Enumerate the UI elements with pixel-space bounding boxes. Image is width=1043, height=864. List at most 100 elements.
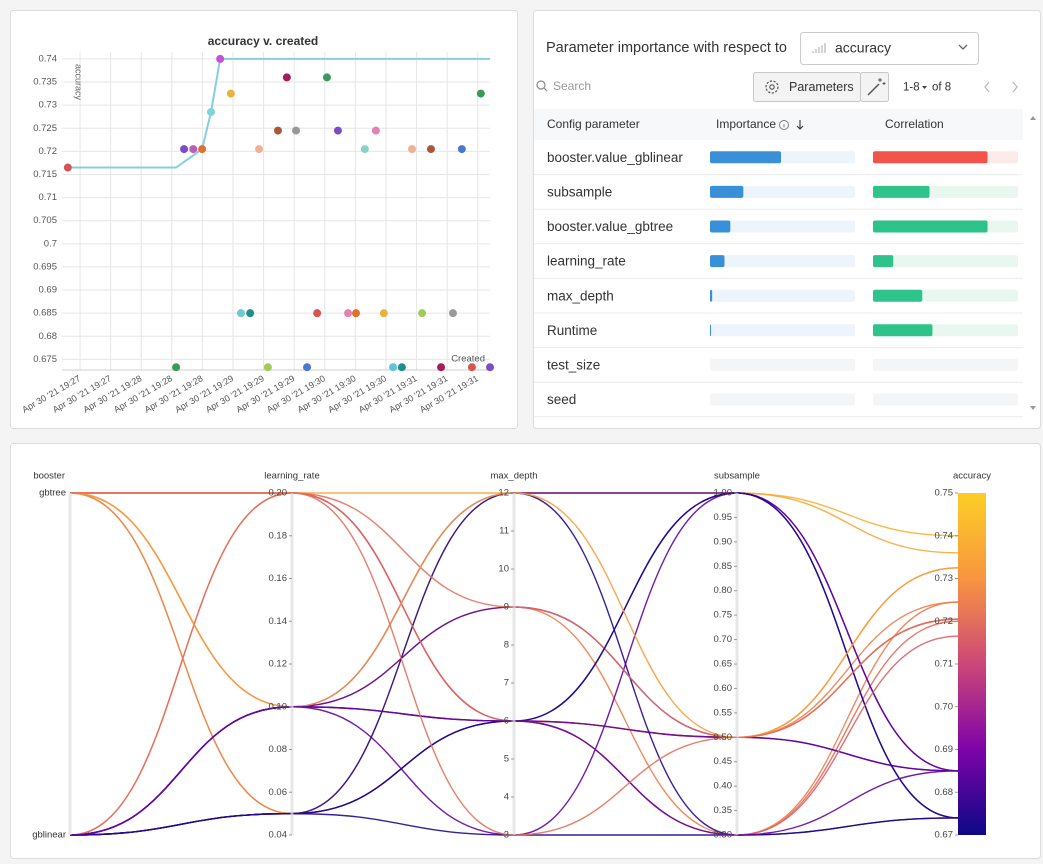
importance-track — [710, 358, 855, 371]
tick-label: 0.18 — [269, 530, 288, 541]
wand-button[interactable] — [860, 72, 889, 102]
wand-sparkle — [878, 78, 886, 85]
search-icon-handle — [543, 87, 548, 92]
pagination[interactable]: 1-8 of 8 — [903, 81, 1018, 94]
scroll-up[interactable] — [1030, 116, 1036, 120]
run-point — [189, 145, 198, 154]
run-point — [216, 54, 225, 63]
tick-label: 0.16 — [269, 573, 288, 584]
dropdown-box[interactable] — [800, 32, 979, 65]
tick-label: 0.45 — [714, 756, 733, 767]
page-range[interactable]: 1-8 — [903, 82, 920, 94]
metric-icon — [812, 43, 826, 53]
info-icon[interactable] — [779, 120, 789, 130]
tick-label: 0.55 — [714, 707, 733, 718]
button-label[interactable]: Parameters — [789, 80, 854, 94]
axis-title: learning_rate — [264, 471, 319, 482]
caret — [922, 86, 927, 89]
run-point — [476, 89, 485, 98]
dropdown-value[interactable]: accuracy — [835, 40, 891, 56]
tick-label: 0.14 — [269, 616, 288, 627]
scroll-down[interactable] — [1030, 406, 1036, 410]
y-tick-label: 0.74 — [39, 53, 58, 64]
tick-label: 0.67 — [935, 830, 954, 841]
parameter-name: Runtime — [547, 323, 597, 338]
search-placeholder[interactable]: Search — [553, 79, 591, 93]
tick-label: 0.65 — [714, 659, 733, 670]
importance-table: booster.value_gblinear subsample booster.v… — [534, 150, 1023, 418]
importance-track — [710, 185, 855, 198]
y-tick-label: 0.735 — [33, 77, 57, 88]
scrollbar[interactable] — [1030, 116, 1036, 410]
run-point — [292, 126, 301, 135]
tick-label: 0.60 — [714, 683, 733, 694]
tick-label: 9 — [504, 602, 509, 613]
parameter-name: subsample — [547, 184, 612, 199]
sort-arrow[interactable] — [796, 120, 804, 130]
y-tick-label: 0.68 — [39, 331, 58, 342]
correlation-bar — [873, 151, 988, 164]
parameter-name: booster.value_gbtree — [547, 219, 673, 234]
tick-label: 0.73 — [935, 573, 954, 584]
importance-bar — [710, 324, 712, 337]
prev-page[interactable] — [984, 81, 990, 93]
tick-label: 0.20 — [269, 488, 288, 499]
correlation-track — [873, 358, 1018, 371]
importance-track — [710, 255, 855, 268]
run-point — [360, 145, 369, 154]
run-point — [206, 108, 215, 117]
tick-label: 0.69 — [935, 744, 954, 755]
next-page[interactable] — [1012, 81, 1018, 93]
tick-label: 3 — [504, 830, 509, 841]
metric-dropdown[interactable]: accuracy — [800, 32, 979, 65]
parameter-name: max_depth — [547, 288, 614, 303]
table-header — [534, 109, 1023, 140]
correlation-bar — [873, 289, 923, 302]
correlation-bar — [873, 220, 988, 233]
axis-title: subsample — [714, 471, 760, 482]
run-point — [246, 309, 255, 318]
run-point — [426, 145, 435, 154]
tick-label: 4 — [504, 792, 509, 803]
gear-icon-center — [769, 84, 775, 90]
parameter-name: booster.value_gblinear — [547, 150, 683, 165]
tick-label: 1.00 — [714, 488, 733, 499]
tick-label: 0.75 — [714, 610, 733, 621]
tick-label: 0.85 — [714, 561, 733, 572]
correlation-bar — [873, 185, 930, 198]
importance-title: Parameter importance with respect to — [546, 40, 787, 56]
column-header: Correlation — [885, 117, 944, 131]
parallel-panel — [10, 443, 1041, 859]
y-tick-label: 0.7 — [44, 238, 57, 249]
tick-label: 0.74 — [935, 530, 954, 541]
run-line — [69, 492, 959, 836]
run-point — [467, 363, 476, 372]
column-header[interactable]: Importance — [716, 117, 776, 131]
parallel-coordinates: booster gbtree gblinear learning_rate 0.04 0.… — [32, 471, 991, 841]
y-tick-label: 0.725 — [33, 123, 57, 134]
tick-label: 0.50 — [714, 732, 733, 743]
search-box[interactable]: Search — [536, 79, 591, 93]
column-header: Config parameter — [547, 117, 640, 131]
run-point — [180, 145, 189, 154]
tick-label: 0.08 — [269, 744, 288, 755]
chart-title: accuracy v. created — [208, 34, 319, 48]
tick-label: 0.70 — [714, 634, 733, 645]
tick-label: 0.70 — [935, 701, 954, 712]
parameters-button[interactable]: Parameters — [753, 72, 861, 102]
correlation-track — [873, 255, 1018, 268]
y-tick-label: 0.73 — [39, 100, 58, 111]
page-total: of 8 — [932, 82, 951, 94]
tick-label: 8 — [504, 640, 509, 651]
axis-title: accuracy — [953, 471, 991, 482]
tick-label: 0.90 — [714, 536, 733, 547]
category-label: gblinear — [32, 830, 66, 841]
colorbar — [958, 493, 986, 835]
importance-track — [710, 324, 855, 337]
button-box[interactable] — [860, 72, 889, 102]
run-point — [282, 73, 291, 82]
run-point — [407, 145, 416, 154]
chevron-down — [958, 44, 968, 50]
tick-label: 0.95 — [714, 512, 733, 523]
